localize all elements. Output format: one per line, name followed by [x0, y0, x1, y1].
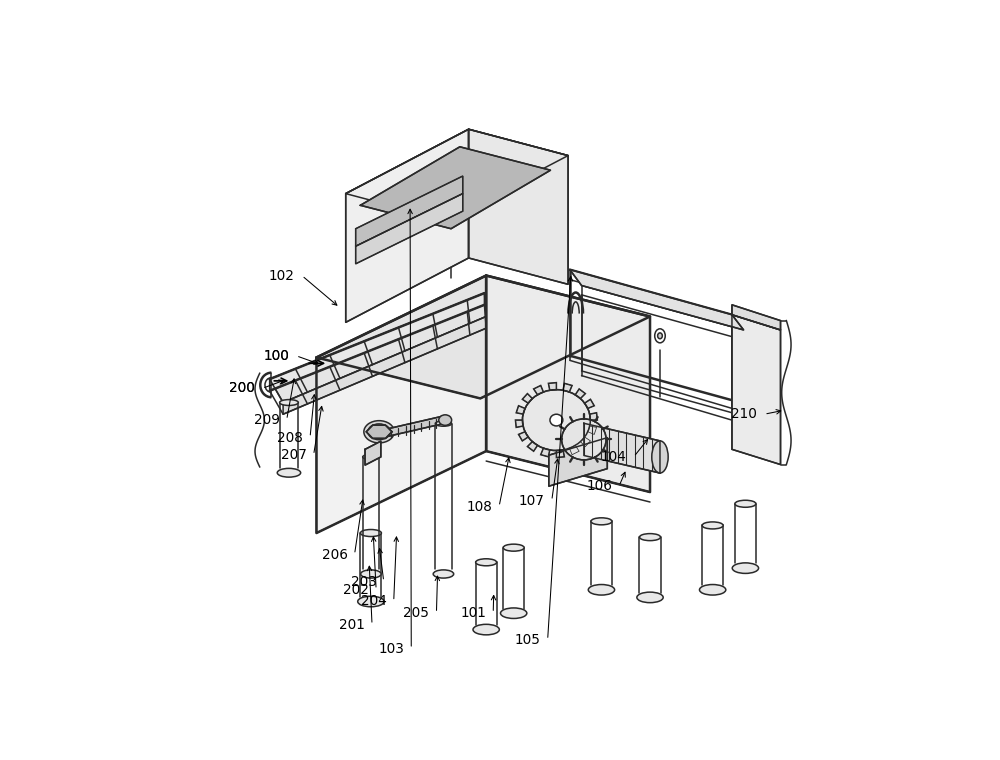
Polygon shape: [283, 316, 486, 414]
Text: 103: 103: [378, 642, 404, 656]
Polygon shape: [270, 293, 484, 391]
Polygon shape: [541, 448, 550, 457]
Polygon shape: [316, 276, 486, 533]
Text: 104: 104: [601, 450, 627, 464]
Ellipse shape: [280, 400, 298, 405]
Polygon shape: [270, 293, 486, 403]
Polygon shape: [580, 437, 590, 447]
Ellipse shape: [655, 329, 665, 343]
Polygon shape: [519, 432, 528, 441]
Text: 209: 209: [254, 413, 280, 427]
Text: 206: 206: [322, 548, 347, 562]
Polygon shape: [527, 442, 538, 451]
Polygon shape: [515, 420, 523, 427]
Text: 208: 208: [277, 431, 303, 445]
Polygon shape: [575, 389, 585, 398]
Polygon shape: [316, 276, 650, 398]
Polygon shape: [356, 194, 463, 264]
Text: 101: 101: [460, 606, 486, 620]
Polygon shape: [570, 270, 744, 330]
Polygon shape: [360, 147, 551, 229]
Polygon shape: [732, 315, 781, 464]
Polygon shape: [549, 438, 607, 486]
Text: 108: 108: [466, 499, 492, 514]
Polygon shape: [469, 129, 568, 284]
Polygon shape: [346, 129, 568, 220]
Ellipse shape: [361, 570, 381, 578]
Polygon shape: [365, 441, 381, 465]
Text: 100: 100: [263, 349, 289, 363]
Polygon shape: [366, 425, 392, 439]
Ellipse shape: [562, 419, 606, 460]
Text: 207: 207: [281, 448, 307, 462]
Ellipse shape: [652, 441, 668, 473]
Polygon shape: [590, 413, 597, 420]
Text: 100: 100: [263, 349, 289, 363]
Ellipse shape: [503, 544, 524, 551]
Text: 201: 201: [339, 618, 365, 632]
Polygon shape: [556, 450, 564, 458]
Text: 203: 203: [351, 575, 377, 588]
Ellipse shape: [658, 333, 662, 339]
Text: 204: 204: [361, 594, 387, 609]
Polygon shape: [522, 394, 532, 403]
Ellipse shape: [588, 584, 615, 595]
Ellipse shape: [550, 414, 563, 426]
Polygon shape: [732, 305, 781, 330]
Ellipse shape: [363, 454, 379, 460]
Ellipse shape: [435, 421, 452, 426]
Text: 105: 105: [515, 633, 541, 647]
Polygon shape: [548, 382, 556, 390]
Polygon shape: [584, 423, 660, 473]
Ellipse shape: [591, 518, 612, 525]
Polygon shape: [563, 383, 572, 392]
Ellipse shape: [364, 421, 394, 443]
Text: 202: 202: [343, 583, 369, 597]
Polygon shape: [516, 406, 525, 414]
Ellipse shape: [433, 570, 454, 578]
Polygon shape: [356, 176, 463, 246]
Polygon shape: [534, 385, 543, 394]
Ellipse shape: [360, 530, 381, 537]
Ellipse shape: [639, 534, 661, 540]
Ellipse shape: [358, 597, 384, 606]
Ellipse shape: [439, 415, 452, 426]
Ellipse shape: [699, 584, 726, 595]
Polygon shape: [346, 129, 469, 322]
Ellipse shape: [473, 624, 499, 635]
Polygon shape: [585, 399, 594, 408]
Text: 200: 200: [229, 382, 255, 395]
Ellipse shape: [637, 592, 663, 603]
Ellipse shape: [735, 500, 756, 507]
Ellipse shape: [522, 390, 590, 451]
Ellipse shape: [277, 468, 301, 477]
Text: 102: 102: [269, 268, 295, 283]
Ellipse shape: [476, 559, 497, 565]
Text: 205: 205: [403, 606, 429, 620]
Polygon shape: [486, 276, 650, 492]
Text: 210: 210: [731, 407, 757, 421]
Ellipse shape: [368, 424, 390, 440]
Ellipse shape: [732, 563, 759, 573]
Polygon shape: [569, 445, 579, 454]
Ellipse shape: [501, 608, 527, 619]
Text: 106: 106: [586, 480, 612, 493]
Text: 200: 200: [229, 382, 255, 395]
Text: 107: 107: [519, 494, 545, 508]
Ellipse shape: [702, 522, 723, 529]
Polygon shape: [588, 426, 597, 435]
Polygon shape: [385, 416, 443, 437]
